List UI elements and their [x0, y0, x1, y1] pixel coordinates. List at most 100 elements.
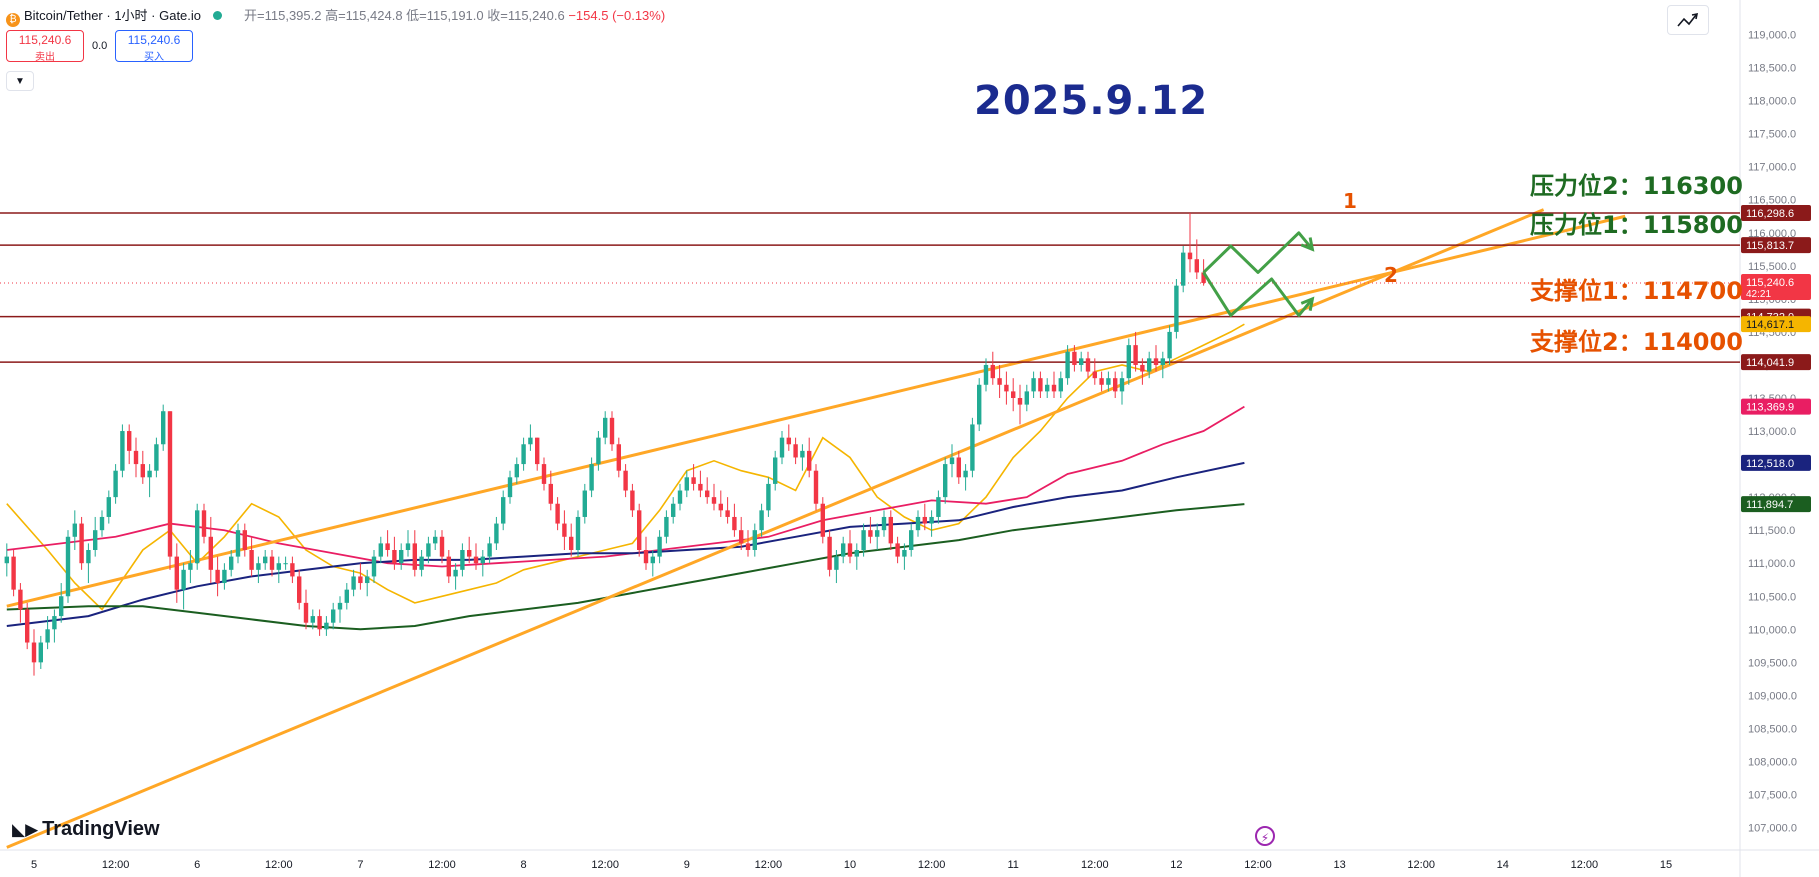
buy-label: 买入	[144, 52, 164, 63]
candle-body	[1011, 391, 1016, 398]
resistance-1-label: 压力位1：115800	[1530, 211, 1743, 239]
resistance-2-label: 压力位2：116300	[1530, 172, 1743, 200]
candle-body	[854, 550, 859, 557]
candle-body	[752, 530, 757, 550]
price-axis-label-bg	[1741, 398, 1811, 415]
candle-body	[25, 609, 30, 643]
candle-body	[1106, 378, 1111, 385]
candle-body	[637, 510, 642, 550]
candle-body	[405, 543, 411, 550]
projection-path-1[interactable]	[1202, 231, 1314, 274]
candle-body	[1031, 378, 1036, 392]
channel-line-2[interactable]	[6, 208, 1545, 849]
candle-body	[671, 503, 676, 517]
candle-body	[1181, 252, 1186, 286]
candle-body	[65, 536, 71, 597]
candle-body	[399, 550, 404, 564]
market-open-dot-icon	[213, 11, 223, 20]
y-tick-label: 118,500.0	[1748, 63, 1796, 75]
candle-body	[494, 523, 499, 544]
candle-body	[1187, 252, 1193, 260]
candle-body	[963, 470, 968, 478]
price-axis-label: 115,240.6	[1746, 277, 1794, 289]
y-tick-label: 108,500.0	[1748, 723, 1797, 735]
candle-body	[1051, 384, 1057, 392]
wave-1-label: 1	[1343, 189, 1357, 213]
candle-body	[473, 556, 479, 564]
x-tick-label: 12	[1170, 859, 1182, 871]
price-axis-label: 115,813.7	[1746, 240, 1794, 252]
price-axis-label-bg	[1741, 496, 1811, 513]
candle-body	[1147, 358, 1152, 372]
candle-body	[79, 523, 84, 564]
candle-body	[528, 437, 533, 445]
candle-body	[385, 543, 390, 550]
candle-body	[446, 556, 451, 577]
tradingview-logo[interactable]: ◣▶ TradingView	[12, 818, 160, 841]
candle-body	[1153, 358, 1159, 365]
price-axis-label-bg	[1741, 354, 1811, 371]
candle-body	[603, 417, 608, 438]
candle-body	[242, 530, 247, 550]
candle-body	[759, 510, 764, 531]
price-axis-label-bg	[1741, 237, 1811, 254]
x-tick-label: 10	[844, 859, 856, 871]
x-tick-label: 12:00	[755, 859, 783, 871]
trend-tool-button[interactable]	[1667, 5, 1709, 35]
candle-body	[283, 563, 288, 565]
candle-body	[324, 622, 329, 630]
candle-body	[303, 602, 309, 623]
candle-body	[555, 503, 560, 524]
symbol-title[interactable]: Bitcoin/Tether · 1小时 · Gate.io	[24, 8, 202, 23]
candle-body	[256, 563, 261, 570]
candle-body	[650, 556, 655, 564]
candle-body	[732, 516, 737, 531]
candle-body	[698, 483, 703, 491]
collapse-button[interactable]: ▼	[6, 71, 34, 91]
candle-body	[467, 550, 472, 557]
candle-body	[113, 470, 118, 498]
x-tick-label: 12:00	[1081, 859, 1109, 871]
candle-body	[147, 470, 152, 478]
candle-body	[820, 503, 825, 537]
lightning-icon[interactable]: ⚡	[1255, 826, 1275, 846]
candle-body	[1113, 378, 1118, 392]
candle-body	[439, 536, 445, 557]
candle-body	[297, 576, 302, 603]
candle-body	[378, 543, 383, 557]
x-tick-label: 12:00	[265, 859, 293, 871]
candle-body	[895, 543, 900, 557]
x-tick-label: 12:00	[918, 859, 946, 871]
price-axis-label: 114,041.9	[1746, 357, 1794, 369]
x-tick-label: 12:00	[591, 859, 619, 871]
candle-body	[541, 464, 547, 484]
candle-body	[800, 450, 805, 458]
channel-line-1[interactable]	[6, 214, 1626, 608]
candle-body	[718, 503, 723, 511]
candle-body	[535, 437, 540, 465]
candle-body	[38, 642, 43, 663]
candle-body	[337, 602, 343, 610]
candle-body	[956, 457, 961, 478]
buy-button[interactable]: 115,240.6 买入	[115, 30, 193, 63]
candle-body	[419, 556, 424, 570]
candle-body	[943, 464, 948, 498]
candle-body	[215, 569, 220, 584]
projection-path-2[interactable]	[1202, 271, 1314, 317]
ohlc-values: 开=115,395.2 高=115,424.8 低=115,191.0 收=11…	[244, 8, 675, 23]
candle-body	[834, 556, 839, 570]
sell-button[interactable]: 115,240.6 卖出	[6, 30, 84, 63]
trend-line-icon	[1677, 12, 1699, 27]
candle-body	[188, 563, 193, 570]
candle-body	[970, 424, 975, 471]
candle-body	[11, 556, 16, 590]
candle-body	[365, 576, 370, 584]
y-tick-label: 113,000.0	[1748, 426, 1796, 438]
candle-body	[120, 431, 125, 471]
price-axis-label-bg	[1741, 205, 1811, 222]
candle-body	[31, 642, 37, 663]
candle-body	[1065, 351, 1070, 379]
candle-body	[1085, 358, 1091, 372]
candle-body	[1072, 351, 1077, 365]
